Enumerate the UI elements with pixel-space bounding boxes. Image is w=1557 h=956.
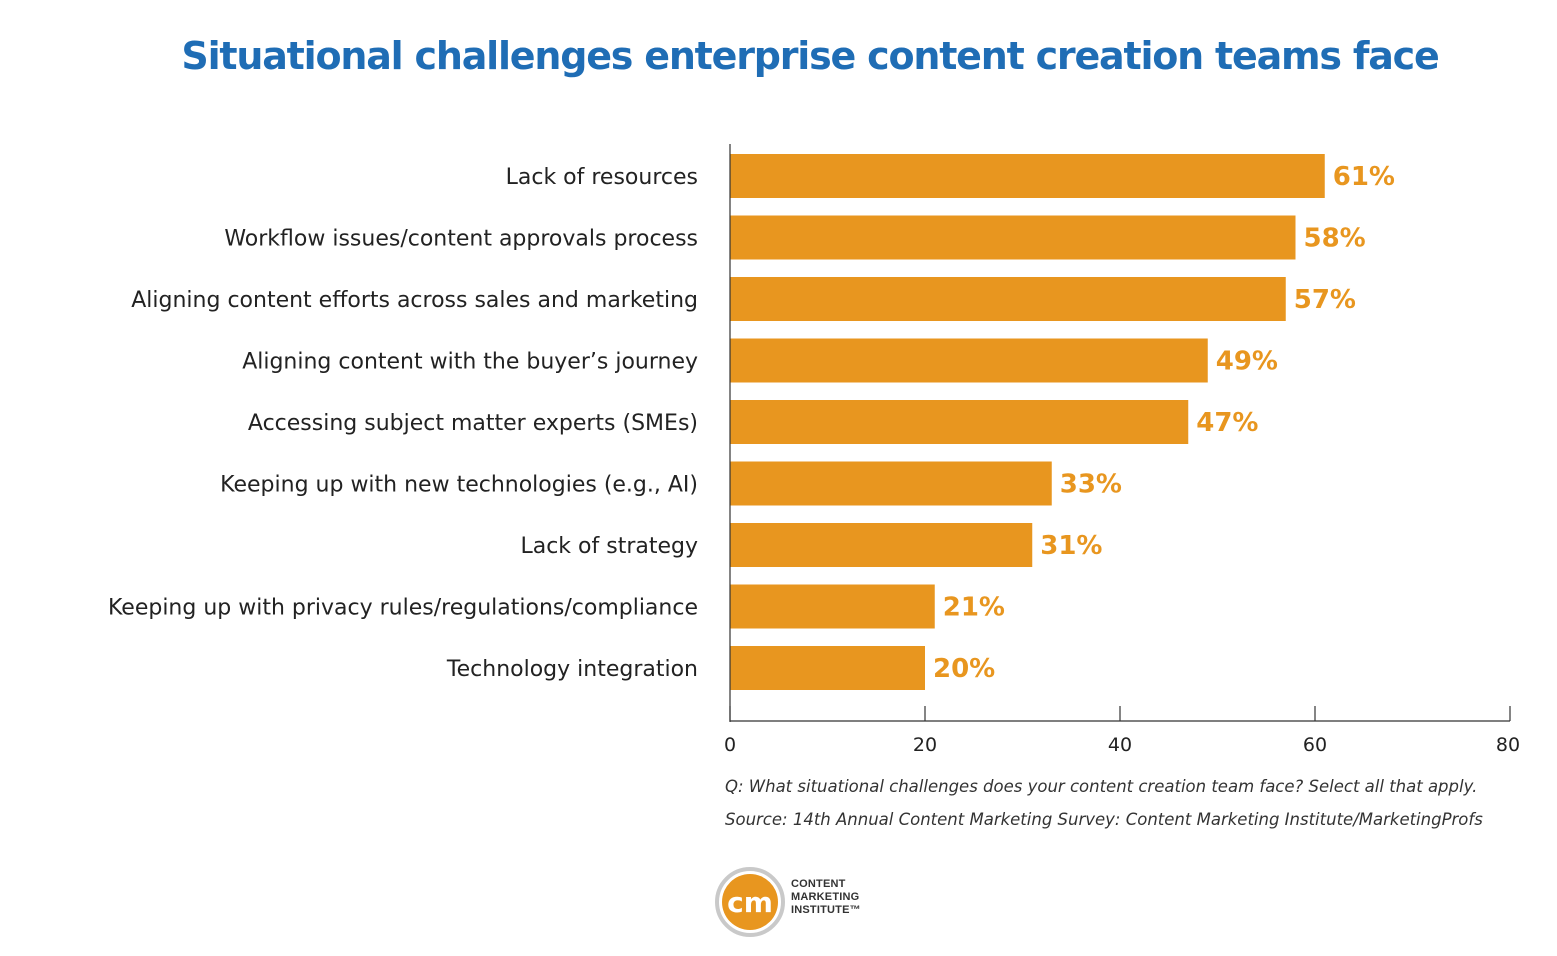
x-tick-label-0: 0 [724,734,736,756]
bar-7 [730,523,1033,567]
bar-8 [730,584,935,629]
value-labels-group: 61% 58% 57% 49% 47% 33% 31% 21% 20% [933,162,1395,684]
value-label-4: 49% [1216,347,1278,377]
cmi-logo: cm CONTENT MARKETING INSTITUTE™ [714,866,874,938]
cmi-logo-line-2: MARKETING [791,891,860,903]
value-label-5: 47% [1196,408,1258,438]
value-label-6: 33% [1060,470,1122,500]
value-label-3: 57% [1294,285,1356,315]
x-tick-label-20: 20 [913,734,937,756]
bar-chart: Lack of resources Workflow issues/content… [108,144,1520,756]
category-label-8: Keeping up with privacy rules/regulation… [108,596,698,621]
bar-2 [730,215,1296,260]
question-note: Q: What situational challenges does your… [725,777,1478,796]
bars-group [730,154,1325,690]
category-label-3: Aligning content efforts across sales an… [131,288,698,313]
bar-4 [730,338,1208,383]
value-label-8: 21% [943,593,1005,623]
cmi-logo-mark-text: cm [727,886,773,919]
source-note: Source: 14th Annual Content Marketing Su… [725,810,1483,829]
category-label-2: Workflow issues/content approvals proces… [224,227,698,252]
bar-3 [730,277,1286,321]
x-tick-label-40: 40 [1108,734,1132,756]
category-label-5: Accessing subject matter experts (SMEs) [248,411,698,436]
bar-6 [730,461,1052,506]
category-label-1: Lack of resources [506,165,698,190]
value-label-1: 61% [1333,162,1395,192]
bar-1 [730,154,1325,198]
x-tick-label-80: 80 [1496,734,1520,756]
cmi-logo-icon: cm [715,867,785,937]
value-label-2: 58% [1304,224,1366,254]
value-label-9: 20% [933,654,995,684]
category-labels-group: Lack of resources Workflow issues/content… [108,165,698,682]
category-label-7: Lack of strategy [520,534,698,559]
value-label-7: 31% [1040,531,1102,561]
chart-title: Situational challenges enterprise conten… [181,34,1439,78]
cmi-logo-line-1: CONTENT [791,878,846,890]
category-label-4: Aligning content with the buyer’s journe… [242,350,698,375]
x-tick-label-60: 60 [1303,734,1327,756]
cmi-logo-line-3: INSTITUTE™ [791,904,861,916]
category-label-9: Technology integration [446,657,698,682]
x-ticks-group: 0 20 40 60 80 [724,706,1520,756]
category-label-6: Keeping up with new technologies (e.g., … [220,473,698,498]
bar-9 [730,646,925,690]
bar-5 [730,400,1189,444]
cmi-logo-wordmark: CONTENT MARKETING INSTITUTE™ [791,878,861,917]
